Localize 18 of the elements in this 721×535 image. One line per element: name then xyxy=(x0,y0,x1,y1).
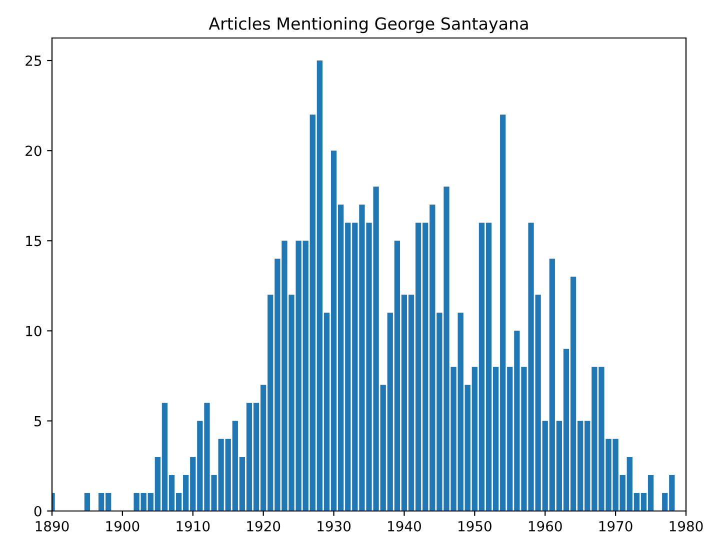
y-tick-label: 0 xyxy=(34,506,42,516)
x-tick-label: 1900 xyxy=(106,520,140,532)
x-tick-label: 1930 xyxy=(318,520,351,532)
y-tick-label: 10 xyxy=(26,326,42,336)
chart-title: Articles Mentioning George Santayana xyxy=(208,17,528,34)
y-tick-label: 20 xyxy=(26,146,42,156)
x-tick-label: 1940 xyxy=(388,520,421,532)
x-tick-label: 1950 xyxy=(458,520,492,532)
y-tick-label: 15 xyxy=(26,236,42,246)
bar xyxy=(84,492,90,511)
x-tick-label: 1920 xyxy=(247,520,280,532)
x-tick-label: 1970 xyxy=(599,520,632,532)
y-tick-label: 25 xyxy=(26,55,42,66)
x-tick-label: 1890 xyxy=(36,520,69,532)
y-tick-label: 5 xyxy=(34,416,42,426)
x-tick-label: 1980 xyxy=(670,520,703,532)
x-tick-label: 1960 xyxy=(528,520,562,532)
x-tick-label: 1910 xyxy=(176,520,210,532)
